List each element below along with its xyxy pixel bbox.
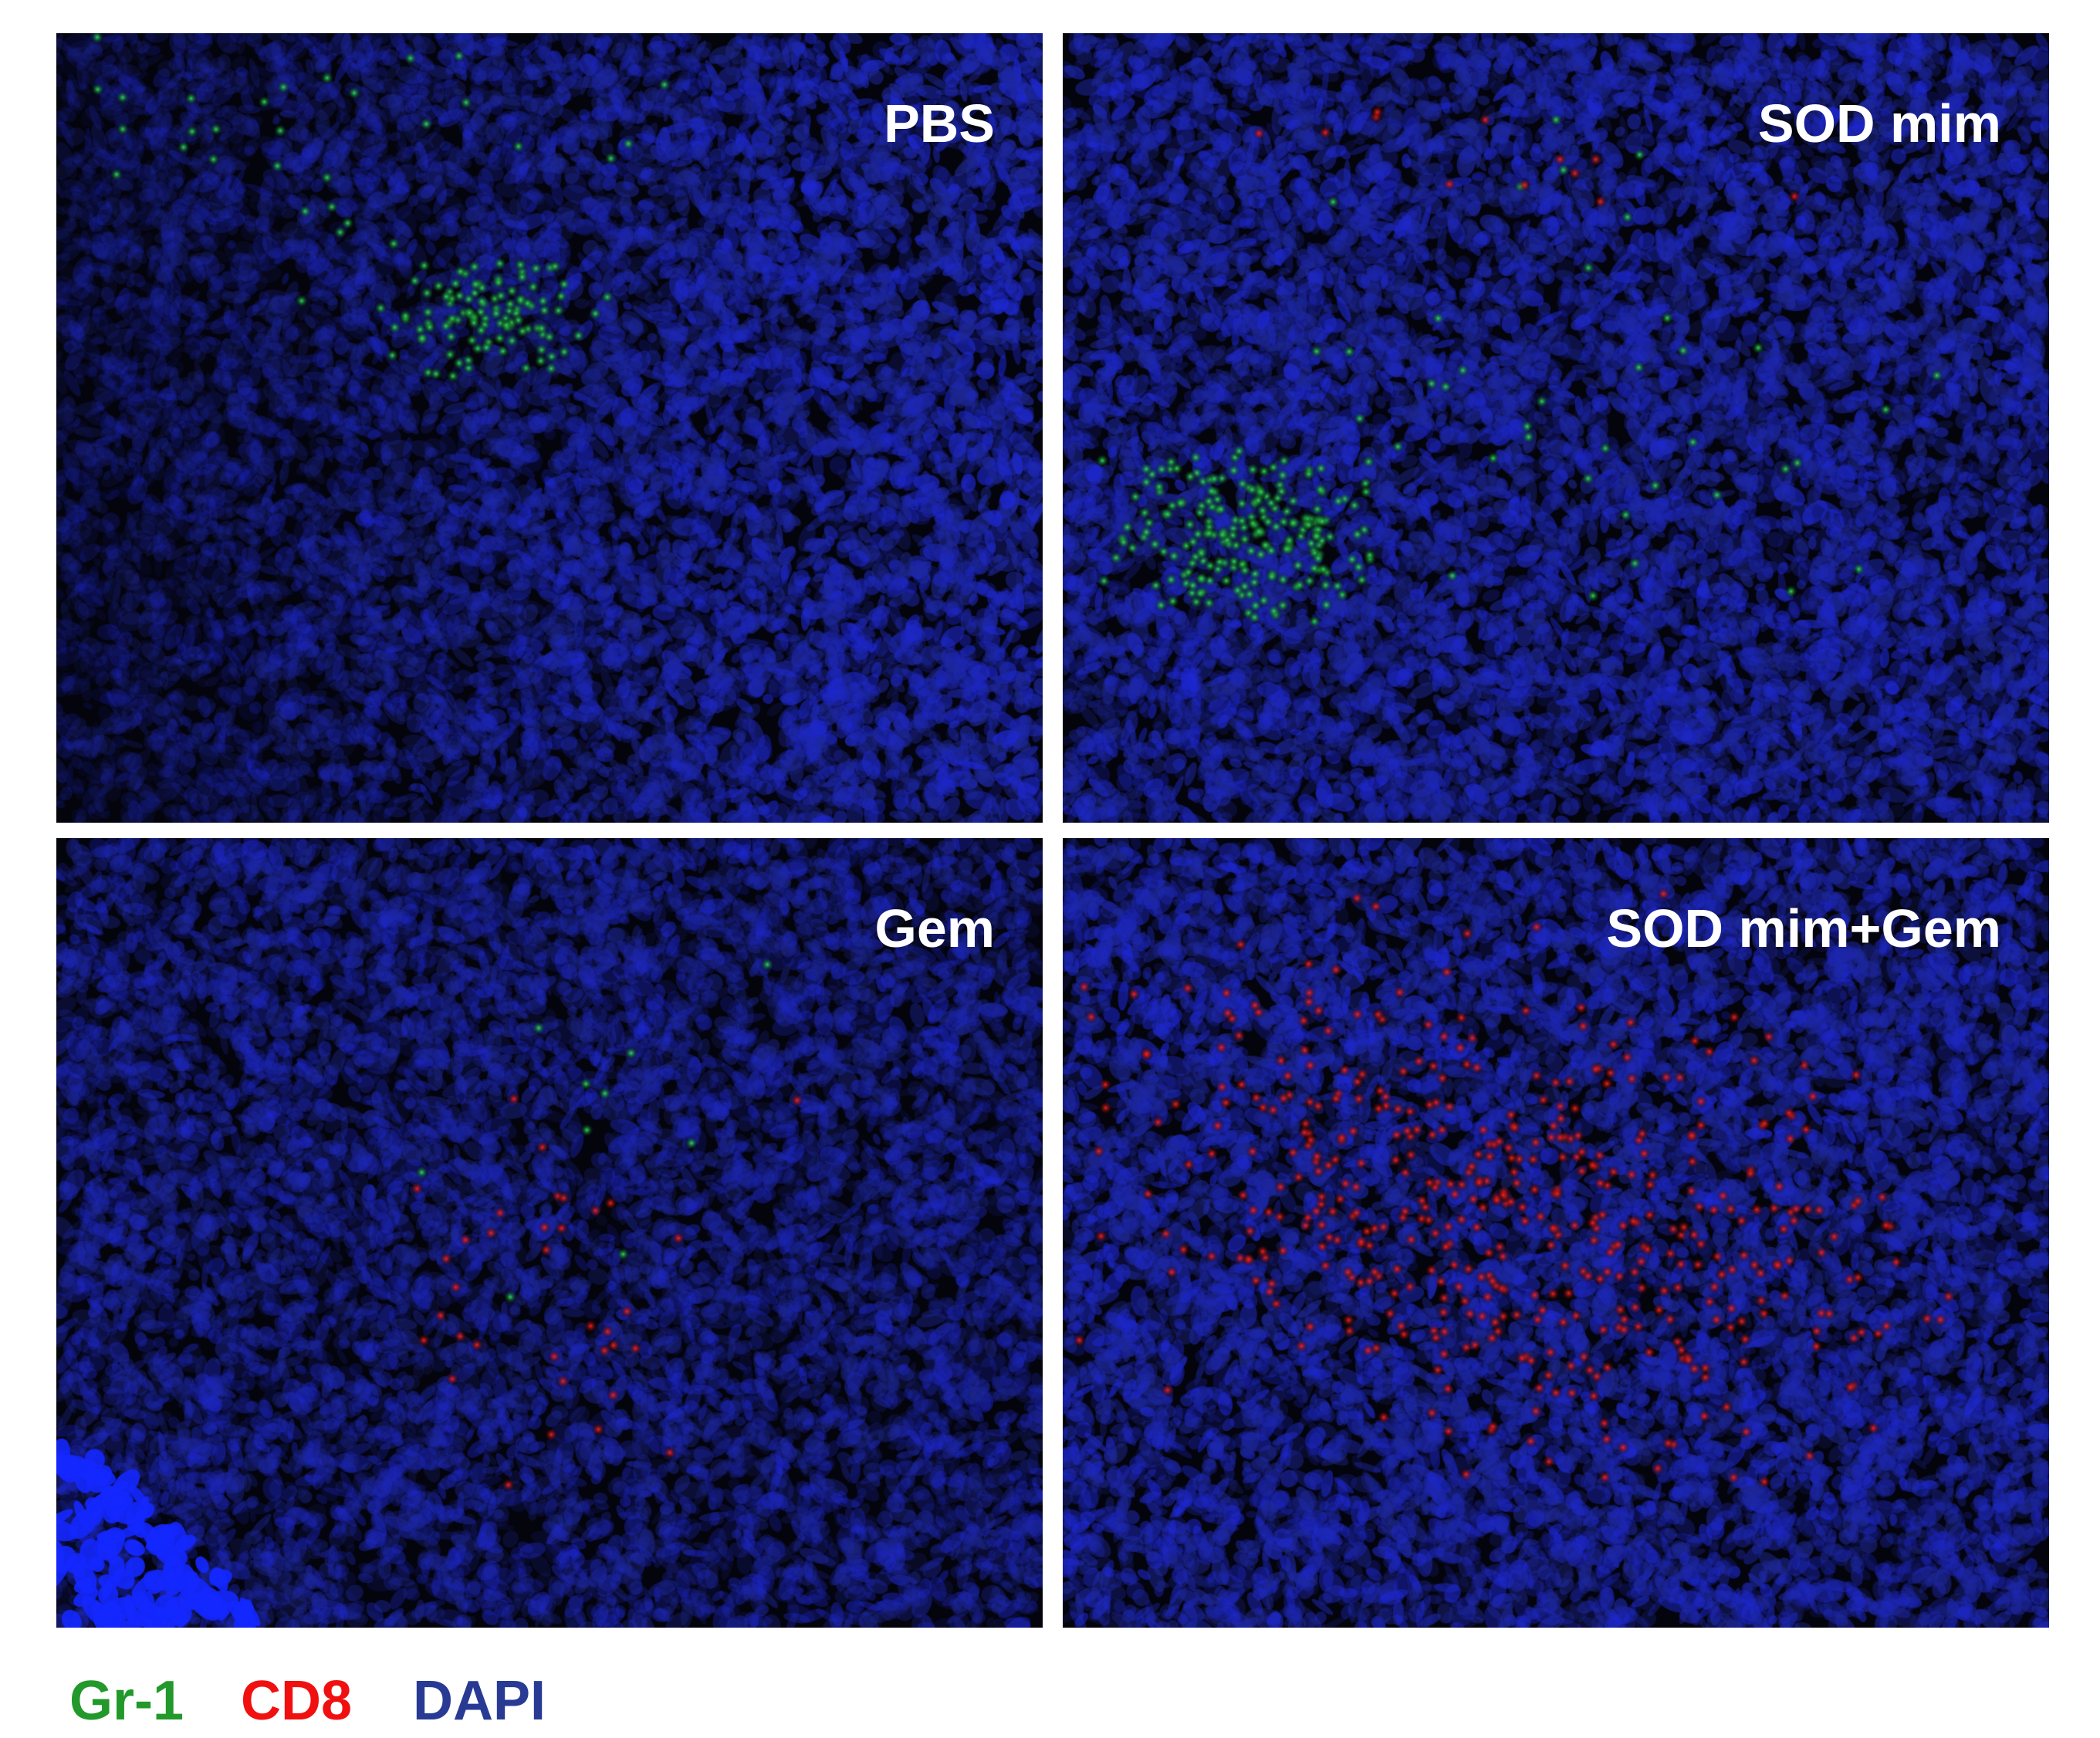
micrograph-pbs: PBS bbox=[56, 33, 1043, 823]
micrograph-sod-mim-gem: SOD mim+Gem bbox=[1063, 838, 2049, 1628]
micrograph-sod-mim: SOD mim bbox=[1063, 33, 2049, 823]
panel-label: SOD mim bbox=[1757, 93, 2001, 154]
micrograph-image bbox=[1063, 838, 2049, 1628]
panel-label: PBS bbox=[884, 93, 995, 154]
legend-cd8: CD8 bbox=[241, 1670, 353, 1732]
micrograph-image bbox=[1063, 33, 2049, 823]
micrograph-image bbox=[56, 838, 1043, 1628]
panel-label: Gem bbox=[874, 898, 995, 959]
legend-gr1: Gr-1 bbox=[69, 1670, 184, 1732]
micrograph-gem: Gem bbox=[56, 838, 1043, 1628]
legend-dapi: DAPI bbox=[413, 1670, 546, 1732]
micrograph-image bbox=[56, 33, 1043, 823]
panel-label: SOD mim+Gem bbox=[1606, 898, 2001, 959]
